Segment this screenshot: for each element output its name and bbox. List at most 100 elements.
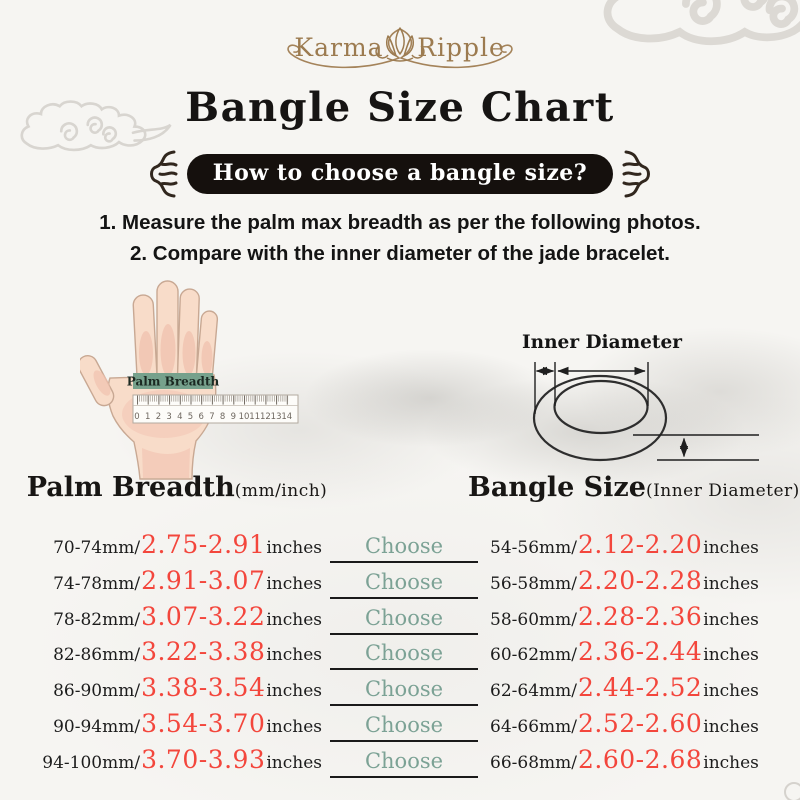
palm-inch-range: 3.70-3.93 (141, 744, 266, 774)
palm-measure-illustration: Palm Breadth 0 1 2 3 4 5 6 7 8 9 10 11 12 13 14 (80, 280, 299, 480)
bangle-inch-range: 2.44-2.52 (577, 673, 703, 703)
measurement-arrows (534, 362, 759, 461)
ruler-number: 6 (198, 412, 203, 422)
ruler-number: 5 (188, 412, 193, 422)
swirl-ornament-left-icon (149, 150, 178, 198)
bangle-mm-range: 54-56mm/ (490, 538, 577, 558)
bangle-inch-unit: inches (703, 645, 759, 666)
palm-size-cell: 74-78mm/ 2.91-3.07 inches (14, 566, 322, 595)
palm-inch-range: 2.91-3.07 (141, 565, 266, 595)
bangle-mm-range: 60-62mm/ (490, 645, 577, 666)
bangle-size-header: Bangle Size(Inner Diameter) (468, 472, 799, 503)
ruler-number: 14 (281, 412, 292, 422)
ruler-number: 11 (249, 412, 260, 422)
ruler-number: 2 (156, 412, 161, 422)
palm-size-cell: 86-90mm/ 3.38-3.54 inches (14, 673, 322, 702)
palm-inch-unit: inches (266, 573, 322, 594)
bangle-mm-range: 66-68mm/ (490, 752, 577, 773)
palm-size-cell: 82-86mm/ 3.22-3.38 inches (14, 637, 322, 666)
bangle-size-cell: 66-68mm/ 2.60-2.68 inches (490, 745, 792, 774)
choose-link[interactable]: Choose (330, 606, 478, 635)
ruler-number: 9 (231, 412, 236, 422)
instructions: 1. Measure the palm max breadth as per t… (0, 207, 800, 269)
bangle-inch-range: 2.52-2.60 (577, 708, 703, 738)
palm-mm-range: 90-94mm/ (53, 716, 141, 737)
bangle-inch-unit: inches (703, 752, 759, 773)
bangle-size-header-unit: (Inner Diameter) (645, 481, 800, 501)
palm-inch-unit: inches (266, 645, 322, 666)
inner-diameter-label: Inner Diameter (522, 332, 682, 353)
palm-inch-unit: inches (266, 609, 322, 630)
palm-breadth-band-label: Palm Breadth (127, 375, 220, 389)
bangle-size-cell: 56-58mm/ 2.20-2.28 inches (490, 566, 792, 595)
size-table-row: 86-90mm/ 3.38-3.54 inches Choose 62-64mm… (14, 670, 792, 707)
brand-logo: Karma Ripple (287, 27, 513, 69)
size-table-rows: 70-74mm/ 2.75-2.91 inches Choose 54-56mm… (14, 527, 792, 778)
bangle-inch-range: 2.12-2.20 (577, 530, 703, 559)
bangle-mm-range: 64-66mm/ (490, 716, 577, 737)
palm-inch-range: 2.75-2.91 (141, 530, 266, 559)
brand-word-right: Ripple (417, 33, 505, 62)
bangle-size-cell: 64-66mm/ 2.52-2.60 inches (490, 709, 792, 738)
ruler-number: 12 (260, 412, 271, 422)
palm-size-cell: 78-82mm/ 3.07-3.22 inches (14, 602, 322, 631)
choose-link[interactable]: Choose (330, 641, 478, 671)
palm-mm-range: 78-82mm/ (53, 609, 141, 630)
palm-inch-unit: inches (266, 538, 322, 558)
ruler-number: 7 (209, 412, 214, 422)
bangle-inch-unit: inches (703, 573, 759, 594)
bangle-mm-range: 62-64mm/ (490, 681, 577, 702)
bangle-mm-range: 56-58mm/ (490, 573, 577, 594)
size-table-row: 94-100mm/ 3.70-3.93 inches Choose 66-68m… (14, 742, 792, 778)
size-table-row: 78-82mm/ 3.07-3.22 inches Choose 58-60mm… (14, 599, 792, 635)
size-table-row: 82-86mm/ 3.22-3.38 inches Choose 60-62mm… (14, 634, 792, 671)
bangle-size-cell: 62-64mm/ 2.44-2.52 inches (490, 673, 792, 702)
palm-inch-range: 3.38-3.54 (141, 673, 266, 703)
palm-breadth-header-title: Palm Breadth (26, 472, 235, 503)
bangle-mm-range: 58-60mm/ (490, 609, 577, 630)
bangle-size-cell: 60-62mm/ 2.36-2.44 inches (490, 637, 792, 666)
ruler-number: 8 (220, 412, 225, 422)
ruler-number: 4 (177, 412, 182, 422)
bangle-inch-unit: inches (703, 609, 759, 630)
bangle-inch-unit: inches (703, 716, 759, 737)
size-table-row: 90-94mm/ 3.54-3.70 inches Choose 64-66mm… (14, 706, 792, 742)
ruler-numbers: 0 1 2 3 4 5 6 7 8 9 10 11 12 13 14 (134, 412, 292, 422)
palm-mm-range: 82-86mm/ (53, 645, 141, 666)
banner-row: How to choose a bangle size? (0, 149, 800, 199)
ruler-number: 10 (239, 412, 250, 422)
palm-mm-range: 86-90mm/ (53, 681, 141, 702)
palm-mm-range: 70-74mm/ (53, 538, 141, 558)
bangle-inch-unit: inches (703, 538, 759, 558)
palm-inch-range: 3.07-3.22 (141, 601, 266, 631)
instruction-step-2: 2. Compare with the inner diameter of th… (130, 242, 670, 265)
swirl-ornament-right-icon (622, 150, 651, 198)
bangle-inch-range: 2.60-2.68 (577, 744, 703, 774)
palm-inch-unit: inches (266, 716, 322, 737)
ruler-number: 3 (166, 412, 171, 422)
palm-inch-range: 3.22-3.38 (141, 637, 266, 667)
palm-mm-range: 74-78mm/ (53, 573, 141, 594)
bangle-size-cell: 54-56mm/ 2.12-2.20 inches (490, 530, 792, 559)
choose-link[interactable]: Choose (330, 749, 478, 778)
page-title: Bangle Size Chart (185, 84, 615, 131)
choose-link[interactable]: Choose (330, 570, 478, 599)
palm-mm-range: 94-100mm/ (42, 752, 141, 773)
ruler-number: 13 (271, 412, 282, 422)
bangle-inch-range: 2.28-2.36 (577, 601, 703, 631)
palm-inch-unit: inches (266, 752, 322, 773)
palm-breadth-header: Palm Breadth(mm/inch) (12, 472, 342, 503)
palm-size-cell: 70-74mm/ 2.75-2.91 inches (14, 530, 322, 559)
choose-link[interactable]: Choose (330, 534, 478, 563)
size-table-row: 74-78mm/ 2.91-3.07 inches Choose 56-58mm… (14, 563, 792, 599)
palm-inch-range: 3.54-3.70 (141, 708, 266, 738)
ruler: 0 1 2 3 4 5 6 7 8 9 10 11 12 13 14 (132, 394, 299, 424)
bangle-diameter-illustration: Inner Diameter (522, 332, 759, 462)
choose-link[interactable]: Choose (330, 677, 478, 707)
instruction-step-1: 1. Measure the palm max breadth as per t… (99, 211, 701, 234)
bangle-inch-range: 2.20-2.28 (577, 565, 703, 595)
bangle-inch-range: 2.36-2.44 (577, 637, 703, 667)
bangle-inch-unit: inches (703, 681, 759, 702)
choose-link[interactable]: Choose (330, 713, 478, 742)
